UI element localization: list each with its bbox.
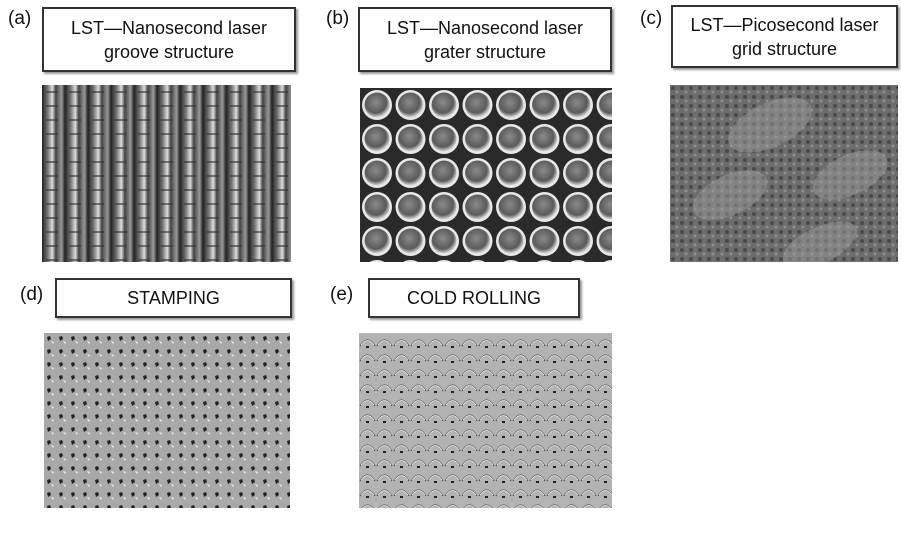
title-line: LST—Nanosecond laser: [70, 17, 268, 38]
micrograph: [670, 85, 898, 262]
title-line: LST—Nanosecond laser: [386, 17, 584, 38]
title-line: STAMPING: [127, 288, 220, 308]
panel-title: COLD ROLLING: [368, 278, 580, 318]
panel-label: (d): [20, 284, 44, 305]
panel-label: (c): [640, 8, 663, 29]
micrograph: [359, 333, 612, 508]
title-line: LST—Picosecond laser: [690, 14, 879, 35]
panel-title: LST—Picosecond laser grid structure: [671, 5, 898, 68]
panel-title: LST—Nanosecond laser groove structure: [42, 7, 296, 72]
micrograph: [360, 88, 612, 262]
micrograph: [42, 85, 291, 262]
title-line: grater structure: [423, 41, 547, 62]
panel-label: (a): [8, 8, 32, 29]
panel-title: STAMPING: [55, 278, 292, 318]
title-line: groove structure: [103, 41, 235, 62]
title-line: COLD ROLLING: [406, 288, 542, 308]
panel-label: (b): [326, 8, 350, 29]
panel-title: LST—Nanosecond laser grater structure: [358, 7, 612, 72]
panel-label: (e): [330, 284, 354, 305]
micrograph: [44, 333, 290, 508]
title-line: grid structure: [731, 38, 838, 59]
